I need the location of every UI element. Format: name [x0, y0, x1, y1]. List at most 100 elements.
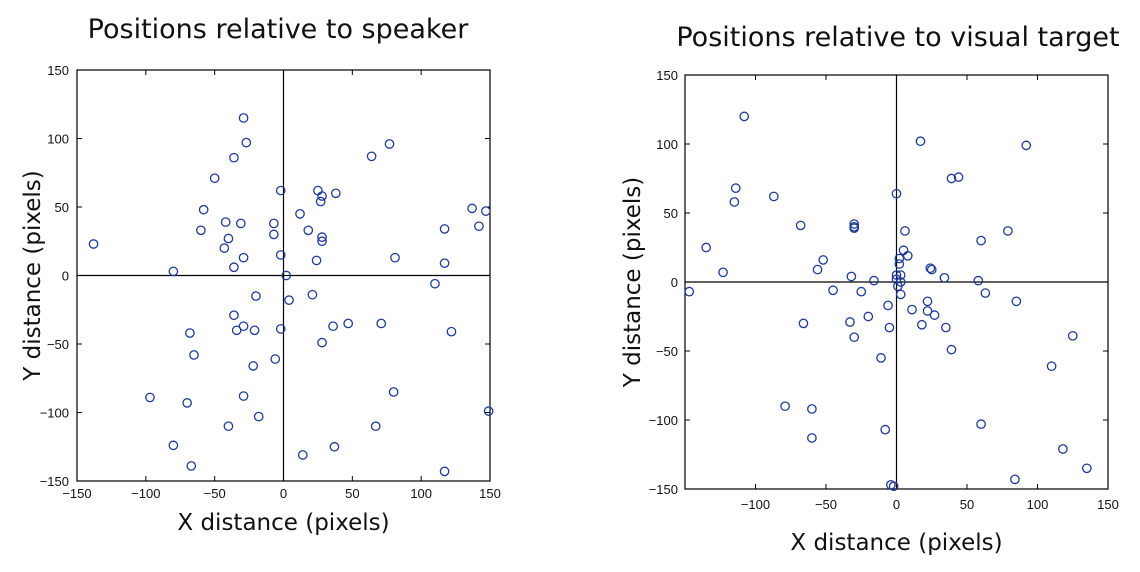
data-point [231, 325, 242, 336]
data-point [384, 139, 395, 149]
data-point [430, 278, 440, 289]
data-point [275, 250, 286, 260]
data-point [182, 398, 192, 408]
data-point [768, 191, 779, 202]
y-tick-label: 0 [62, 269, 69, 284]
data-point [145, 392, 155, 403]
data-point [895, 289, 906, 300]
data-point [297, 450, 308, 460]
scatter-chart-visual-target: Positions relative to visual target −100 −… [620, 22, 1120, 556]
data-point [907, 304, 917, 315]
data-point [1010, 474, 1020, 485]
data-point [729, 197, 740, 207]
y-axis-label: Y distance (pixels) [620, 177, 646, 389]
data-point [317, 232, 327, 242]
data-point [795, 220, 806, 231]
data-point [390, 252, 400, 263]
y-tick-label: 50 [55, 200, 69, 215]
y-tick-label: −100 [40, 406, 69, 421]
y-tick-label: 100 [47, 132, 69, 147]
data-point [925, 263, 936, 274]
data-point [329, 441, 340, 452]
data-point [269, 218, 279, 229]
data-point [269, 229, 279, 240]
data-point [798, 318, 809, 329]
data-point [446, 326, 457, 337]
data-point [238, 321, 249, 332]
data-point [849, 219, 860, 229]
x-tick-label: 100 [1027, 497, 1049, 512]
data-point [223, 421, 234, 432]
data-point [198, 204, 209, 215]
data-point [898, 245, 909, 256]
data-point [1058, 444, 1068, 454]
data-point [220, 217, 231, 227]
data-point [701, 242, 712, 253]
data-point [315, 196, 326, 207]
x-tick-label: 150 [1097, 497, 1119, 512]
data-point [248, 361, 259, 371]
data-point [370, 421, 381, 432]
chart-title: Positions relative to speaker [88, 14, 470, 45]
data-point [976, 419, 986, 429]
data-point [730, 183, 741, 194]
data-point [891, 270, 902, 280]
x-tick-label: 100 [410, 486, 432, 501]
x-tick-label: 50 [960, 497, 974, 512]
y-tick-label: 100 [656, 137, 678, 152]
x-tick-label: −100 [741, 497, 770, 512]
data-point [189, 350, 199, 360]
data-point [807, 433, 817, 443]
x-tick-label: −150 [62, 486, 91, 501]
x-tick-label: −50 [815, 497, 837, 512]
data-point [828, 285, 838, 296]
data-point [915, 136, 926, 147]
y-tick-label: 150 [47, 63, 69, 78]
data-point [1011, 296, 1022, 307]
data-point [940, 322, 951, 333]
data-point [343, 318, 354, 329]
data-point [863, 311, 874, 322]
y-tick-label: 150 [656, 68, 678, 83]
data-point [946, 173, 957, 184]
data-point [317, 337, 327, 348]
data-point [219, 243, 230, 253]
data-point [888, 481, 899, 492]
data-point [238, 113, 249, 123]
x-tick-label: 150 [479, 486, 501, 501]
data-point [922, 296, 933, 307]
data-point [238, 391, 249, 401]
y-tick-label: −50 [656, 344, 678, 359]
data-point [168, 266, 179, 277]
data-point [474, 221, 484, 232]
y-tick-label: −150 [649, 482, 678, 497]
x-tick-label: 0 [893, 497, 900, 512]
data-point [684, 286, 695, 297]
data-point [196, 225, 206, 236]
data-point [481, 206, 491, 216]
data-point [939, 273, 950, 283]
data-point [884, 322, 895, 333]
data-point [739, 111, 750, 122]
data-point [895, 270, 906, 280]
data-point [1046, 361, 1057, 372]
data-point [845, 317, 855, 327]
data-point [483, 406, 494, 416]
data-point [976, 235, 986, 246]
data-point [883, 300, 893, 311]
x-tick-label: 0 [280, 486, 287, 501]
data-point [946, 344, 957, 355]
x-tick-label: −50 [204, 486, 226, 501]
data-point [186, 461, 197, 471]
scatter-chart-speaker: Positions relative to speaker −150 −100 −50… [20, 14, 501, 536]
data-point [902, 250, 913, 261]
data-point [388, 387, 399, 397]
data-point [880, 424, 891, 435]
data-point [168, 440, 179, 451]
data-point [328, 321, 338, 332]
data-point [281, 270, 292, 281]
data-point [330, 188, 341, 199]
chart-title: Positions relative to visual target [676, 22, 1119, 53]
data-point [894, 253, 905, 264]
